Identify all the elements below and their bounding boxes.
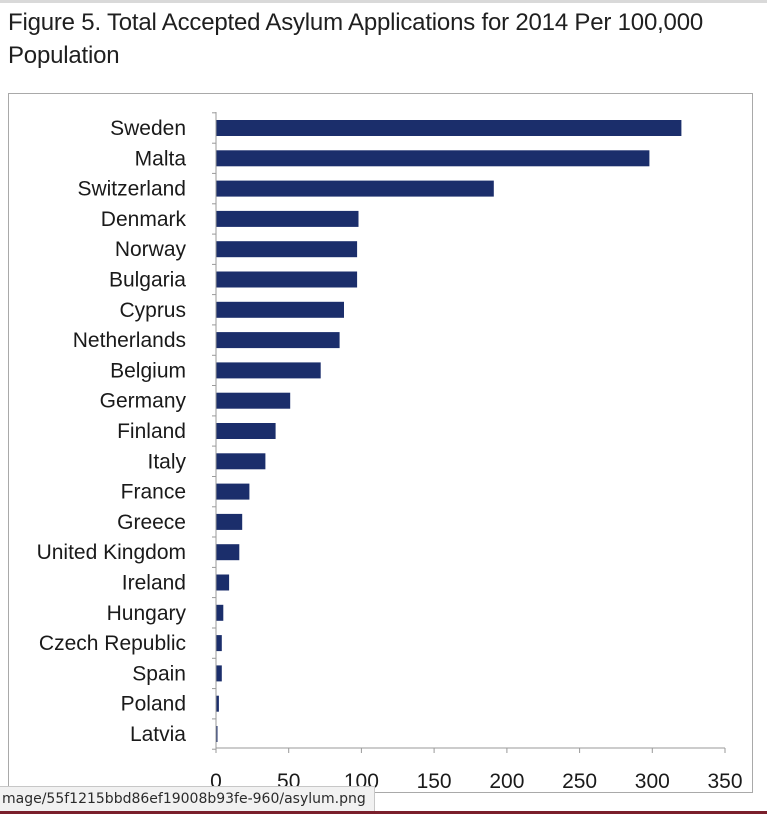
category-labels: Sweden Malta Switzerland Denmark Norway Bulga… — [37, 117, 187, 746]
x-tick-label: 0 — [210, 770, 222, 793]
category-label-hungary: Hungary — [107, 602, 187, 625]
status-bar-url: mage/55f1215bbd86ef19008b93fe-960/asylum… — [0, 786, 375, 812]
x-tick-label: 300 — [635, 770, 670, 793]
bar-norway — [216, 241, 358, 258]
category-label-italy: Italy — [147, 450, 186, 473]
x-tick-label: 350 — [707, 770, 742, 793]
bar-sweden — [216, 120, 682, 136]
chart-frame — [8, 93, 753, 793]
bar-cyprus — [216, 301, 344, 318]
figure-title: Figure 5. Total Accepted Asylum Applicat… — [8, 9, 704, 69]
category-label-france: France — [121, 481, 186, 504]
top-border — [0, 0, 767, 3]
bar-bulgaria — [216, 271, 358, 288]
category-label-netherlands: Netherlands — [73, 329, 186, 352]
bar-netherlands — [216, 332, 340, 349]
bar-czech-republic — [216, 635, 222, 652]
bar-greece — [216, 513, 243, 530]
bar-latvia — [216, 726, 218, 742]
category-label-poland: Poland — [121, 693, 186, 716]
category-label-united-kingdom: United Kingdom — [37, 541, 186, 564]
bar-switzerland — [216, 180, 494, 197]
category-label-greece: Greece — [117, 511, 186, 534]
category-label-czech-republic: Czech Republic — [39, 632, 186, 655]
category-label-latvia: Latvia — [130, 723, 186, 746]
category-label-switzerland: Switzerland — [77, 178, 186, 201]
category-label-cyprus: Cyprus — [119, 299, 186, 322]
category-label-spain: Spain — [132, 662, 186, 685]
x-tick-label: 150 — [417, 770, 452, 793]
bar-france — [216, 483, 250, 500]
bar-denmark — [216, 210, 359, 227]
bar-germany — [216, 392, 291, 409]
category-label-germany: Germany — [100, 390, 187, 413]
bars-group — [216, 120, 682, 742]
category-label-norway: Norway — [115, 238, 187, 261]
bar-united-kingdom — [216, 544, 240, 561]
bar-poland — [216, 695, 219, 712]
category-label-finland: Finland — [117, 420, 186, 443]
category-label-belgium: Belgium — [110, 359, 186, 382]
bar-italy — [216, 453, 266, 470]
category-label-bulgaria: Bulgaria — [109, 269, 186, 292]
axes — [212, 112, 725, 750]
category-label-denmark: Denmark — [101, 208, 187, 231]
bar-finland — [216, 423, 276, 439]
category-label-malta: Malta — [135, 147, 187, 170]
bar-ireland — [216, 574, 230, 591]
x-tick-label: 250 — [562, 770, 597, 793]
category-label-sweden: Sweden — [110, 117, 186, 140]
bar-malta — [216, 150, 650, 167]
bar-hungary — [216, 604, 224, 621]
bottom-border — [0, 811, 767, 814]
bar-spain — [216, 665, 222, 682]
x-tick-label: 200 — [489, 770, 524, 793]
category-label-ireland: Ireland — [122, 572, 186, 595]
bar-belgium — [216, 362, 321, 379]
